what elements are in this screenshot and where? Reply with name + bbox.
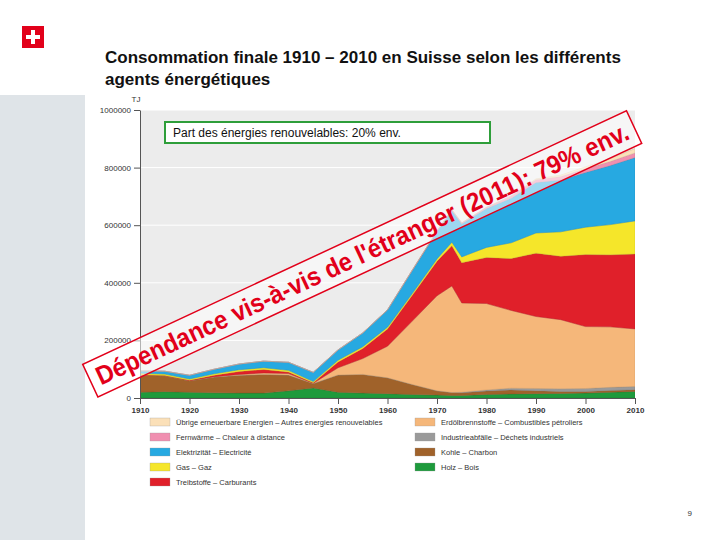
tick: 1920 [181,398,199,415]
logo-cross-h [26,35,40,39]
tick-label: 800000 [104,164,131,173]
tick-mark [134,398,140,399]
tick: 600000 [104,221,140,230]
legend-swatch [415,433,435,441]
legend-swatch [415,418,435,426]
tick: 1910 [132,398,150,415]
tick-mark [289,398,290,404]
tick: 1950 [330,398,348,415]
legend-label: Holz – Bois [441,463,479,472]
annotation: Dépendance vis-à-vis de l'étranger (2011… [91,117,634,391]
tick-mark [635,398,636,404]
tick-label: 1910 [132,406,150,415]
tick: 1000000 [100,106,140,115]
tick: 1990 [528,398,546,415]
tick: 0 [127,394,140,403]
title-line: agents énergétiques [105,70,270,89]
title-line: Consommation finale 1910 – 2010 en Suiss… [105,48,621,67]
tick-mark [134,168,140,169]
side-band [0,95,85,540]
tick-label: 1000000 [100,106,132,115]
logo-shield [22,26,44,48]
chart-panel [85,95,655,500]
background [0,0,720,540]
area [140,158,635,382]
legend-item: Erdölbrennstoffe – Combustibles pétrolie… [415,418,583,427]
tick: 2000 [577,398,595,415]
slide: Consommation finale 1910 – 2010 en Suiss… [0,0,720,540]
annotation-box [165,122,490,143]
tick-mark [134,225,140,226]
x-axis: 1910 1920 1930 1940 1950 1960 1970 1980 1990 2000… [132,398,645,415]
legend-swatch [150,448,170,456]
tick: 1940 [280,398,298,415]
tick: 1970 [429,398,447,415]
tick-label: 400000 [104,279,131,288]
tick-mark [239,398,240,404]
tick-label: 1980 [478,406,496,415]
legend-item: Industrieabfälle – Déchets industriels [415,433,564,442]
legend-item: Treibstoffe – Carburants [150,478,257,487]
title: Consommation finale 1910 – 2010 en Suiss… [105,48,621,89]
page-number: 9 [688,509,693,518]
legend-label: Übrige erneuerbare Energien – Autres éne… [176,418,383,427]
tick-label: 0 [127,394,132,403]
legend-label: Kohle – Charbon [441,448,497,457]
tick-label: 1970 [429,406,447,415]
tick: 400000 [104,279,140,288]
legend-label: Industrieabfälle – Déchets industriels [441,433,564,442]
tick-mark [437,398,438,404]
legend-swatch [150,433,170,441]
logo [22,26,44,48]
tick: 2010 [627,398,645,415]
legend-swatch [415,448,435,456]
tick-label: 1990 [528,406,546,415]
diagonal-annotation: Dépendance vis-à-vis de l'étranger (2011… [83,111,642,397]
tick-mark [536,398,537,404]
legend-item: Übrige erneuerbare Energien – Autres éne… [150,418,383,427]
grid-line [140,110,635,111]
tick-label: 1930 [231,406,249,415]
tick-mark [134,283,140,284]
tick-mark [586,398,587,404]
tick-mark [134,110,140,111]
legend-item: Elektrizität – Electricité [150,448,251,457]
tick-mark [487,398,488,404]
y-axis-title: TJ [132,95,141,104]
tick-label: 1960 [379,406,397,415]
tick-label: 1950 [330,406,348,415]
tick-mark [140,398,141,404]
tick-label: 1920 [181,406,199,415]
tick: 1930 [231,398,249,415]
tick-mark [388,398,389,404]
tick: 1960 [379,398,397,415]
tick-label: 2000 [577,406,595,415]
legend-item: Kohle – Charbon [415,448,497,457]
tick-mark [190,398,191,404]
legend-item: Fernwärme – Chaleur à distance [150,433,285,442]
legend-swatch [415,463,435,471]
legend: Übrige erneuerbare Energien – Autres éne… [150,418,583,487]
legend-label: Fernwärme – Chaleur à distance [176,433,285,442]
tick-mark [338,398,339,404]
tick: 1980 [478,398,496,415]
tick: 800000 [104,164,140,173]
legend-label: Elektrizität – Electricité [176,448,251,457]
tick-label: 2010 [627,406,645,415]
legend-item: Gas – Gaz [150,463,212,472]
legend-swatch [150,478,170,486]
tick-label: 600000 [104,221,131,230]
legend-label: Treibstoffe – Carburants [176,478,257,487]
legend-swatch [150,463,170,471]
areas [140,149,635,398]
annotation: Part des énergies renouvelables: 20% env… [173,126,401,140]
legend-label: Erdölbrennstoffe – Combustibles pétrolie… [441,418,583,427]
legend-swatch [150,418,170,426]
legend-label: Gas – Gaz [176,463,212,472]
legend-item: Holz – Bois [415,463,479,472]
tick-label: 1940 [280,406,298,415]
annotation-band [83,111,642,397]
